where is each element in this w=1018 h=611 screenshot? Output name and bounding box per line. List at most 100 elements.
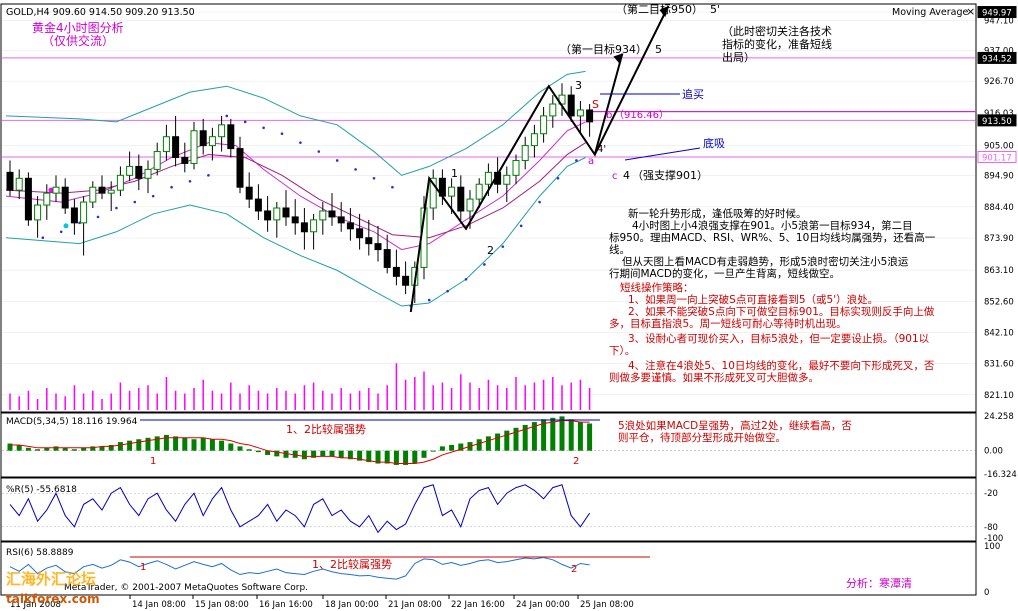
candle-bull [43, 192, 51, 206]
candle-bear [328, 210, 336, 218]
candle-bear [24, 177, 32, 221]
macd-bar [228, 443, 234, 451]
strategy-line: 下）。 [609, 345, 635, 357]
macd-bar [366, 450, 372, 463]
rsi-chart: 100 0 [9, 542, 1000, 598]
psar-dot [280, 132, 284, 136]
candle-bear [383, 249, 391, 268]
macd-bar [430, 450, 436, 452]
psar-dot [427, 298, 431, 302]
price-axis-label: 863.10 [984, 266, 1014, 276]
psar-dot [372, 176, 376, 180]
macd-bar [209, 439, 215, 451]
candle-bull [153, 151, 161, 170]
psar-dot [59, 230, 63, 234]
candle-bear [181, 157, 189, 164]
macd-header: MACD(5,34,5) 18.116 19.964 [6, 417, 138, 427]
candle-bear [356, 228, 364, 239]
support-label: （强支撑901） [632, 168, 708, 182]
macd-bar [136, 439, 142, 451]
candle-bull [503, 174, 511, 185]
macd-bar [255, 450, 261, 453]
psar-dot [115, 206, 118, 210]
macd-bar [476, 439, 482, 451]
wave3-label: 3 [575, 79, 582, 92]
strategy-line: 2、如果不能突破S点向下可做空目标901。目标实现则反手向上做 [628, 305, 935, 318]
candle-bear [135, 165, 143, 179]
strategy-line: 多，目标直指浪5。周一短线可耐心等待时机出现。 [609, 317, 847, 330]
author-label: 分析：寒潭清 [846, 576, 912, 590]
macd-bar [219, 440, 225, 451]
psar-dot [335, 159, 339, 162]
psar-dot [501, 245, 505, 248]
macd-bar [182, 437, 188, 451]
candle-bull [162, 136, 170, 153]
psar-dot [391, 185, 394, 189]
commentary-line: 行期间MACD的变化，一旦产生背离，短线做空。 [609, 267, 840, 280]
candle-bear [586, 109, 594, 123]
wave5-label: 5 [655, 43, 662, 56]
candle-bull [89, 186, 97, 203]
price-axis-label: 884.40 [984, 203, 1014, 213]
macd-axis-label: -16.324 [984, 470, 1017, 480]
chart-title-1: 黄金4小时图分析 [32, 20, 124, 35]
macd-bar [62, 447, 68, 451]
macd-bar [246, 449, 252, 451]
candle-bull [475, 183, 483, 200]
candle-bear [567, 94, 575, 117]
candle-bull [448, 186, 456, 197]
rsi-header: RSI(6) 58.8889 [6, 548, 74, 558]
candle-bull [126, 165, 134, 176]
price-tag-label: 949.97 [982, 9, 1012, 19]
macd-bar [403, 450, 409, 465]
horizontal-levels [2, 57, 975, 158]
psar-dot [556, 176, 560, 180]
macd-bar [274, 450, 280, 457]
wave1-label: 1 [451, 167, 458, 180]
copyright: MetaTrader, © 2001-2007 MetaQuotes Softw… [64, 583, 308, 593]
psar-dot [243, 120, 247, 124]
macd-bar [412, 450, 418, 464]
rsi-panel [0, 541, 977, 596]
watermark-url: talkforex.com [6, 592, 100, 606]
macd-bar [357, 450, 363, 461]
target2-note-3: 出局） [722, 50, 755, 64]
candle-bear [6, 171, 14, 191]
main-panel [0, 3, 977, 413]
strategy-line: 1、如果周一向上突破S点可直接看到5（或5'）浪处。 [628, 293, 878, 306]
strategy-line: 短线操作策略： [620, 281, 694, 294]
candle-bear [98, 186, 106, 194]
time-axis-label: 21 Jan 08:00 [388, 600, 442, 610]
macd-bar [311, 450, 317, 458]
psar-dot [188, 179, 192, 183]
target1-label: （第一目标934） [560, 42, 647, 56]
wr-axis-label: -20 [984, 489, 998, 499]
candle-bull [576, 109, 584, 117]
candle-bear [199, 130, 207, 147]
candle-bull [530, 133, 538, 147]
macd-bar [338, 450, 344, 458]
price-axis: 947.10 937.00 926.70 916.03 905.00 894.90 884.… [977, 6, 1017, 401]
macd-bar [439, 446, 445, 451]
wave5p-label: 5' [710, 3, 720, 16]
macd-bar [163, 434, 169, 451]
candle-bull [273, 207, 281, 221]
psar-dot [464, 277, 468, 281]
macd-bar [292, 450, 298, 458]
target2-note-2: 指标的变化，准备短线 [722, 37, 832, 51]
macd-chart: 24.258 0.00 -16.324 [2, 412, 1017, 480]
candle-bull [549, 103, 557, 117]
price-tag-label: 913.50 [982, 117, 1012, 127]
psar-dot [96, 215, 100, 219]
rsi-label-1: 1 [140, 562, 146, 573]
macd-axis-label: 0.00 [984, 447, 1003, 457]
wave-arrowhead [613, 53, 623, 64]
signal-dot [63, 223, 69, 229]
close-icon[interactable]: × [966, 5, 975, 18]
price-axis-label: 947.10 [984, 17, 1014, 27]
candle-bull [107, 189, 115, 194]
macd-note: 1、2比较属强势 [286, 422, 366, 436]
candle-bull [484, 171, 492, 185]
macd-note-line: 则平仓，待顶部分型形成开始做空。 [618, 431, 786, 444]
